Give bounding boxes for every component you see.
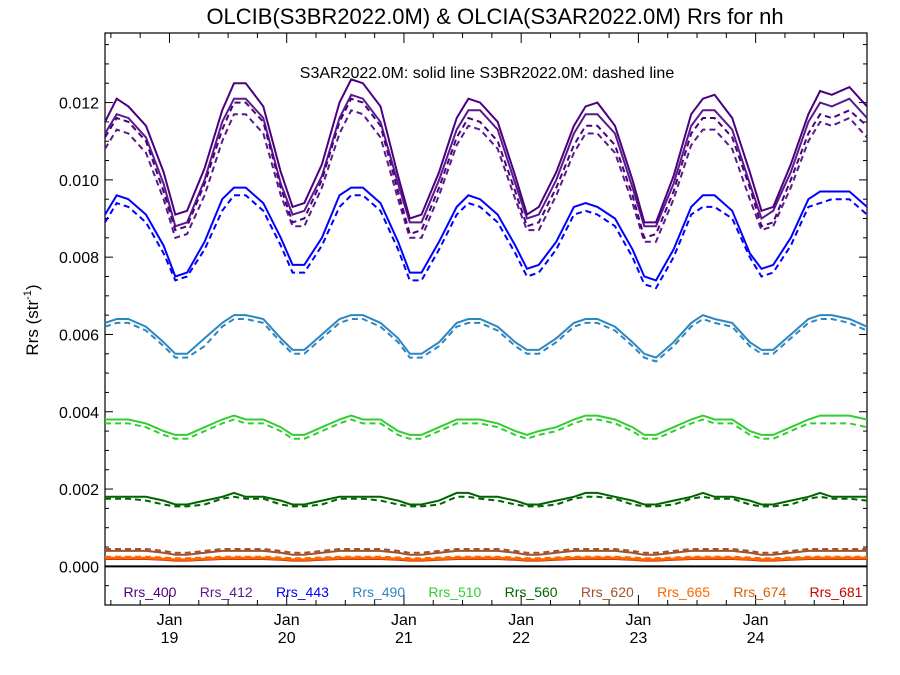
x-tick-label-day: 19: [161, 630, 179, 647]
x-tick-label-day: 22: [512, 630, 530, 647]
y-axis-label-sup: -1: [22, 290, 34, 300]
y-tick-label: 0.006: [59, 327, 99, 344]
legend: Rrs_400 Rrs_412 Rrs_443 Rrs_490 Rrs_510 Rrs_5…: [124, 584, 863, 600]
plot-frame: [104, 32, 868, 606]
chart-annotation: S3AR2022.0M: solid line S3BR2022.0M: das…: [300, 65, 675, 82]
x-tick-label-day: 20: [278, 630, 296, 647]
y-axis-label-main: Rrs (str: [23, 300, 42, 356]
y-tick-label: 0.010: [59, 173, 99, 190]
series-line-Rrs_412-solid: [104, 93, 868, 228]
y-tick-label: 0.012: [59, 96, 99, 113]
legend-label: Rrs_560: [505, 584, 558, 600]
y-tick-label: 0.002: [59, 482, 99, 499]
x-tick-label-month: Jan: [743, 612, 769, 629]
x-tick-label-day: 23: [630, 630, 648, 647]
series-line-Rrs_665-dashed: [105, 555, 867, 560]
legend-label: Rrs_490: [352, 584, 405, 600]
x-tick-label-day: 21: [395, 630, 413, 647]
legend-label: Rrs_665: [657, 584, 710, 600]
series-line-Rrs_443-dashed: [104, 194, 868, 290]
series-line-Rrs_412-dashed: [104, 109, 868, 243]
x-tick-label-month: Jan: [626, 612, 652, 629]
chart-title: OLCIB(S3BR2022.0M) & OLCIA(S3AR2022.0M) …: [206, 4, 783, 29]
series-line-Rrs_620-solid: [105, 549, 867, 556]
y-tick-label: 0.008: [59, 250, 99, 267]
x-tick-label-month: Jan: [274, 612, 300, 629]
legend-label: Rrs_674: [733, 584, 786, 600]
y-tick-label: 0.000: [59, 559, 99, 576]
legend-label: Rrs_620: [581, 584, 634, 600]
legend-label: Rrs_443: [276, 584, 329, 600]
series-line-Rrs_400-solid: [104, 78, 868, 224]
legend-label: Rrs_412: [200, 584, 253, 600]
x-tick-label-day: 24: [747, 630, 765, 647]
series-line-Rrs_510-solid: [105, 414, 868, 436]
legend-label: Rrs_400: [124, 584, 177, 600]
x-tick-label-month: Jan: [508, 612, 534, 629]
x-tick-label-month: Jan: [157, 612, 183, 629]
series-line-Rrs_443-solid: [104, 186, 868, 282]
series-line-Rrs_490-solid: [104, 313, 868, 359]
series-line-Rrs_560-solid: [105, 491, 867, 506]
x-tick-label-month: Jan: [391, 612, 417, 629]
legend-label: Rrs_681: [810, 584, 863, 600]
series-line-Rrs_620-dashed: [105, 548, 867, 554]
series-line-Rrs_490-dashed: [104, 317, 868, 363]
y-axis-label: Rrs (str-1): [22, 284, 42, 355]
series-lines: [104, 78, 868, 562]
legend-label: Rrs_510: [428, 584, 481, 600]
series-line-Rrs_665-solid: [105, 556, 867, 561]
series-line-Rrs_400-dashed: [104, 97, 868, 240]
series-line-Rrs_510-dashed: [105, 418, 868, 440]
y-tick-label: 0.004: [59, 405, 99, 422]
y-axis-label-close: ): [23, 284, 42, 290]
y-ticks: 0.000 0.002 0.004 0.006 0.008 0.010 0.012: [59, 44, 867, 587]
series-line-Rrs_560-dashed: [105, 495, 868, 508]
